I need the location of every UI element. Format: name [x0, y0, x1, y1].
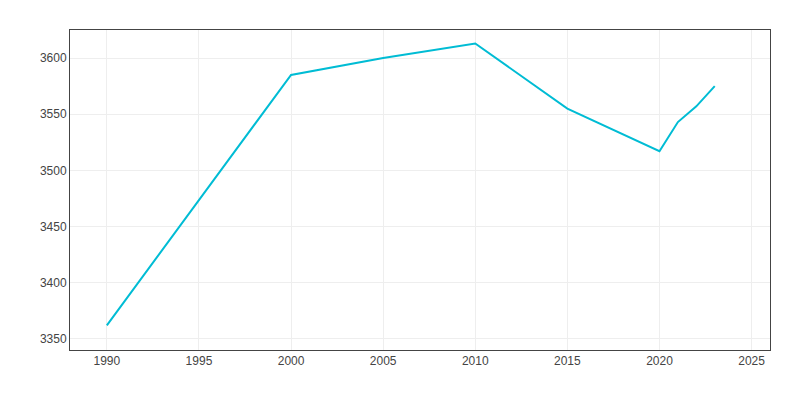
svg-text:3550: 3550 [40, 107, 67, 121]
svg-text:3500: 3500 [40, 164, 67, 178]
svg-text:3450: 3450 [40, 220, 67, 234]
svg-text:2020: 2020 [646, 354, 673, 368]
svg-text:2025: 2025 [738, 354, 765, 368]
svg-text:2000: 2000 [278, 354, 305, 368]
svg-text:3400: 3400 [40, 276, 67, 290]
svg-text:2010: 2010 [462, 354, 489, 368]
svg-text:1990: 1990 [93, 354, 120, 368]
svg-text:2015: 2015 [554, 354, 581, 368]
svg-text:3350: 3350 [40, 332, 67, 346]
svg-text:3600: 3600 [40, 51, 67, 65]
svg-text:1995: 1995 [186, 354, 213, 368]
svg-text:2005: 2005 [370, 354, 397, 368]
